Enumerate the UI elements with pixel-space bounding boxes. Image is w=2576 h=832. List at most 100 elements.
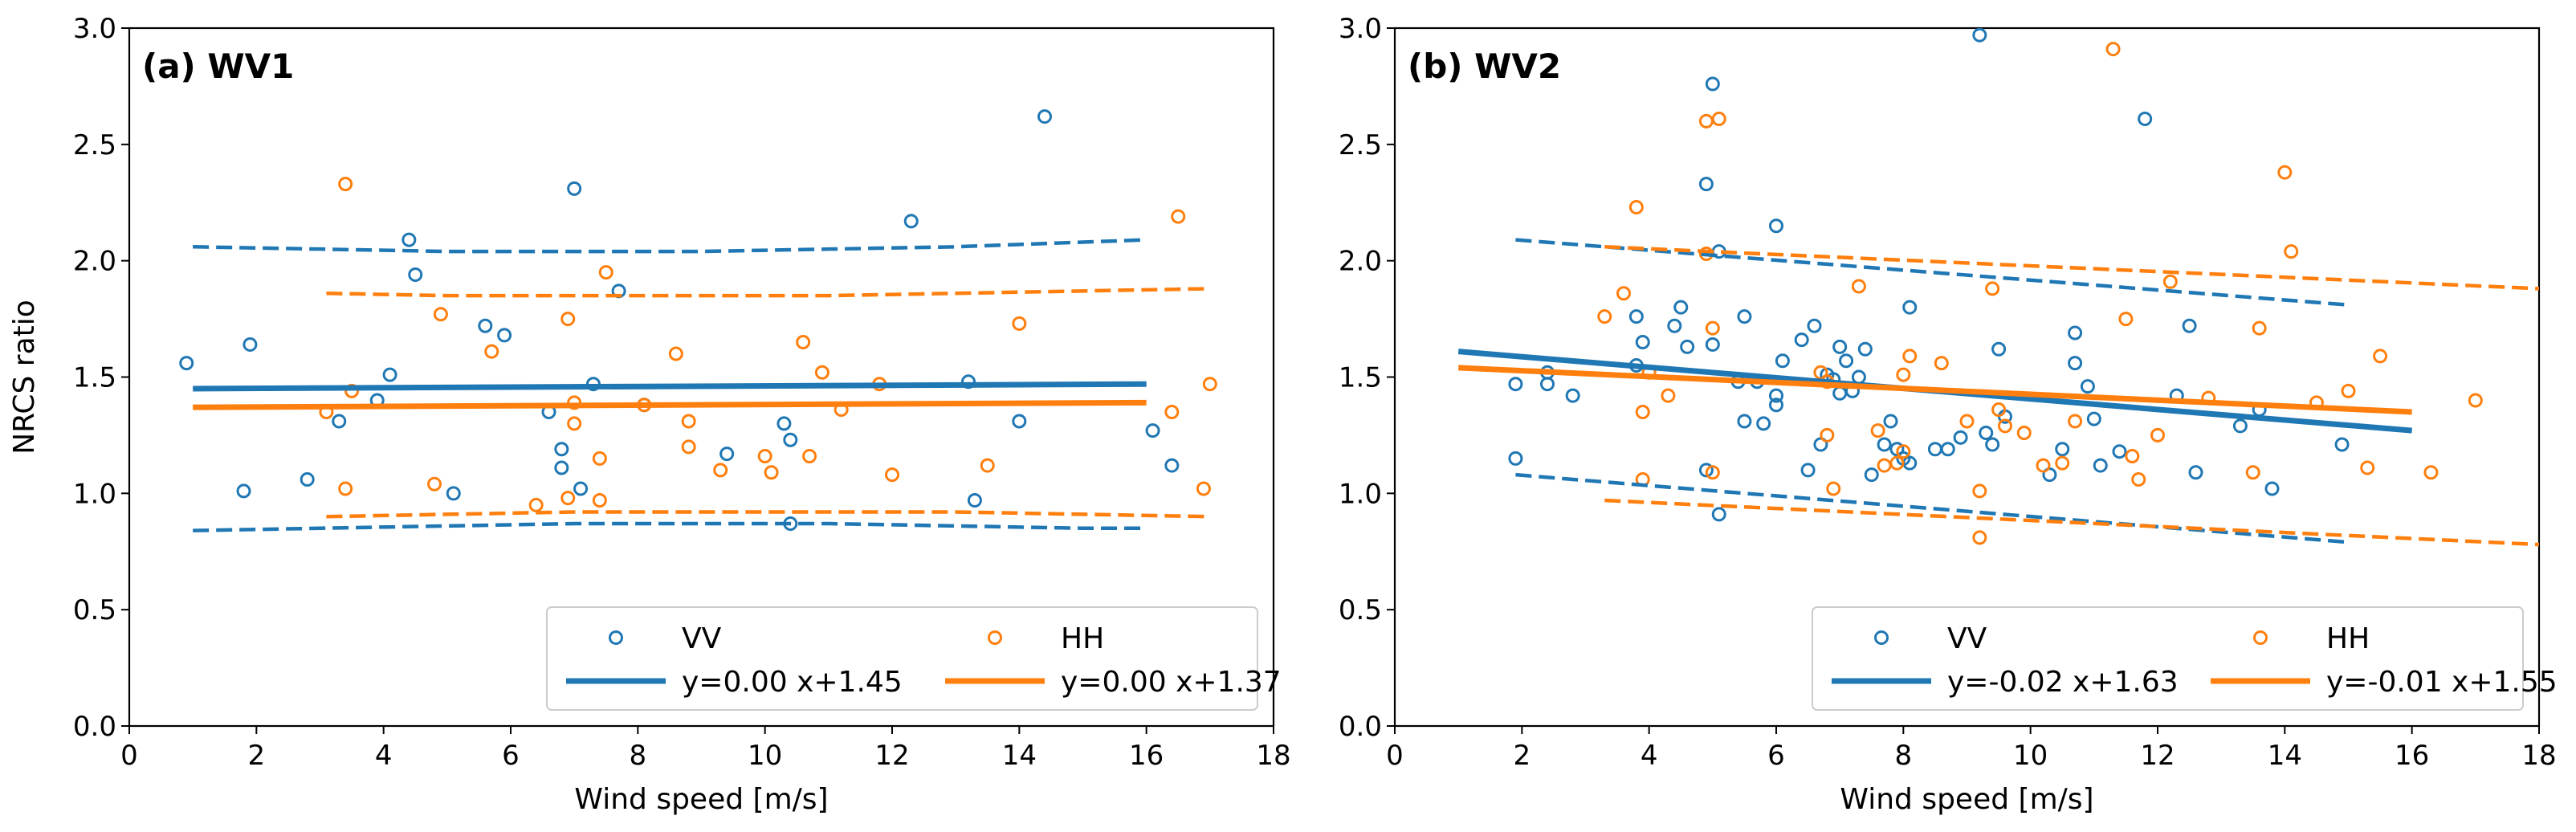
point-vv — [567, 181, 582, 196]
point-hh — [2360, 460, 2375, 475]
point-vv — [1864, 467, 1879, 483]
point-vv — [2068, 325, 2083, 341]
point-vv — [1927, 442, 1942, 457]
point-vv — [1737, 414, 1752, 429]
point-vv — [2334, 437, 2350, 452]
x-tick-label: 0 — [120, 740, 138, 772]
point-vv — [1807, 318, 1822, 333]
point-hh — [681, 439, 696, 455]
point-hh — [885, 467, 899, 483]
point-vv — [478, 318, 493, 333]
point-hh — [1826, 481, 1841, 496]
point-hh — [1202, 377, 1217, 392]
panel-title: (a) WV1 — [142, 47, 294, 86]
point-vv — [2093, 458, 2108, 473]
point-hh — [1991, 402, 2007, 418]
point-vv — [1800, 463, 1816, 478]
point-hh — [764, 465, 779, 480]
y-axis-label: NRCS ratio — [8, 300, 41, 455]
point-vv — [1877, 437, 1892, 452]
legend: VV HH y=-0.02 x+1.63 y=-0.01 x+1.55 — [1812, 606, 2558, 711]
point-vv — [179, 356, 194, 371]
point-hh — [1902, 349, 1918, 364]
point-vv — [1940, 442, 1955, 457]
point-hh — [1877, 458, 1892, 473]
x-tick-label: 4 — [1641, 740, 1658, 772]
point-vv — [1832, 339, 1848, 354]
point-hh — [598, 265, 613, 280]
legend-label: y=-0.02 x+1.63 — [1947, 666, 2179, 699]
point-hh — [338, 481, 353, 496]
point-vv — [2086, 411, 2101, 426]
point-vv — [1851, 369, 1866, 385]
point-hh — [1998, 418, 2012, 434]
legend-box — [546, 606, 1258, 711]
y-tick-label: 3.0 — [1339, 13, 1382, 45]
fit-line — [1458, 365, 2412, 415]
y-tick-label: 1.0 — [73, 478, 116, 510]
point-hh — [2162, 274, 2178, 289]
x-tick-label: 12 — [2140, 740, 2175, 772]
point-hh — [668, 346, 683, 361]
fit-line — [193, 381, 1147, 392]
point-vv — [2264, 481, 2280, 496]
point-vv — [1756, 416, 1771, 431]
point-hh — [713, 463, 728, 478]
point-hh — [2341, 383, 2356, 398]
point-vv — [1737, 309, 1752, 324]
point-hh — [1698, 113, 1714, 128]
legend: VV HH y=0.00 x+1.45 y=0.00 x+1.37 — [546, 606, 1282, 711]
point-hh — [560, 491, 576, 506]
point-vv — [446, 486, 461, 501]
legend-marker — [2253, 630, 2268, 645]
point-hh — [344, 383, 360, 398]
legend-marker — [988, 630, 1002, 645]
point-vv — [382, 367, 397, 382]
point-hh — [1972, 483, 1987, 499]
point-hh — [1196, 481, 1211, 496]
x-axis-label: Wind speed [m/s] — [574, 783, 828, 816]
x-tick-label: 2 — [1514, 740, 1531, 772]
point-vv — [1883, 414, 1898, 429]
y-tick-label: 3.0 — [73, 13, 116, 45]
point-hh — [1635, 404, 1650, 419]
point-vv — [401, 232, 417, 247]
y-tick-label: 2.5 — [73, 129, 116, 161]
point-hh — [1889, 455, 1905, 471]
point-hh — [2118, 312, 2134, 327]
legend-marker — [1874, 630, 1889, 645]
legend-label: HH — [2326, 622, 2370, 655]
point-hh — [1597, 309, 1612, 324]
bound-line — [1604, 245, 2539, 291]
point-vv — [1839, 353, 1854, 369]
x-tick-label: 10 — [748, 740, 782, 772]
point-vv — [2068, 356, 2083, 371]
y-tick-label: 0.5 — [73, 594, 116, 626]
point-hh — [1985, 281, 2000, 296]
point-hh — [757, 448, 772, 463]
x-tick-label: 2 — [248, 740, 266, 772]
bound-line — [326, 287, 1210, 298]
legend-box — [1812, 606, 2524, 711]
bound-line — [1515, 472, 2349, 544]
point-vv — [1680, 339, 1695, 354]
point-hh — [814, 365, 829, 380]
point-hh — [2068, 414, 2083, 429]
point-hh — [2055, 455, 2070, 471]
x-tick-label: 6 — [502, 740, 520, 772]
point-vv — [1698, 177, 1714, 192]
x-tick-label: 4 — [375, 740, 393, 772]
point-vv — [1565, 388, 1580, 403]
legend-label: y=-0.01 x+1.55 — [2326, 666, 2558, 699]
y-tick-label: 2.0 — [1339, 246, 1382, 278]
point-hh — [2105, 42, 2121, 57]
point-vv — [2232, 418, 2248, 434]
point-vv — [1794, 332, 1809, 348]
point-vv — [2188, 465, 2203, 480]
point-vv — [1012, 414, 1027, 429]
x-tick-label: 16 — [2395, 740, 2429, 772]
point-hh — [802, 448, 817, 463]
point-vv — [719, 447, 735, 462]
point-hh — [338, 177, 353, 192]
point-hh — [2252, 320, 2267, 336]
